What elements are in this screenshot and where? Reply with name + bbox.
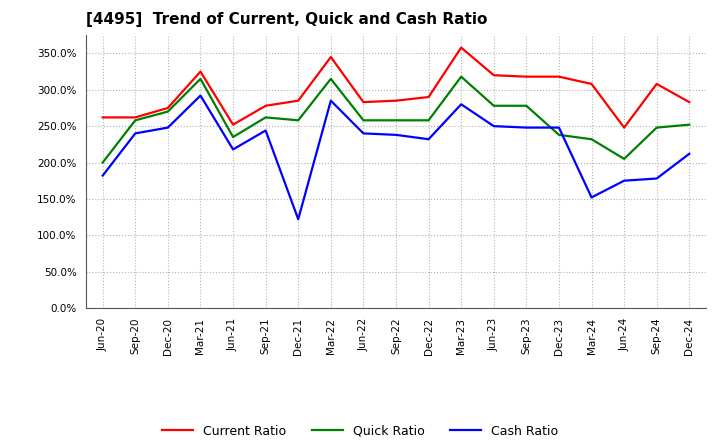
Cash Ratio <box>326 98 335 103</box>
Line: Cash Ratio: Cash Ratio <box>103 95 689 219</box>
Current Ratio <box>261 103 270 108</box>
Quick Ratio <box>359 117 368 123</box>
Current Ratio <box>196 69 204 74</box>
Cash Ratio <box>261 128 270 133</box>
Current Ratio <box>554 74 563 79</box>
Current Ratio <box>457 45 466 50</box>
Quick Ratio <box>229 134 238 139</box>
Current Ratio <box>163 105 172 110</box>
Cash Ratio <box>163 125 172 130</box>
Current Ratio <box>392 98 400 103</box>
Quick Ratio <box>554 132 563 138</box>
Quick Ratio <box>652 125 661 130</box>
Cash Ratio <box>424 136 433 142</box>
Quick Ratio <box>424 117 433 123</box>
Quick Ratio <box>588 136 596 142</box>
Quick Ratio <box>294 117 302 123</box>
Current Ratio <box>229 122 238 127</box>
Cash Ratio <box>554 125 563 130</box>
Cash Ratio <box>294 216 302 222</box>
Line: Quick Ratio: Quick Ratio <box>103 77 689 162</box>
Current Ratio <box>294 98 302 103</box>
Current Ratio <box>424 95 433 100</box>
Legend: Current Ratio, Quick Ratio, Cash Ratio: Current Ratio, Quick Ratio, Cash Ratio <box>157 420 563 440</box>
Current Ratio <box>359 99 368 105</box>
Cash Ratio <box>588 195 596 200</box>
Cash Ratio <box>652 176 661 181</box>
Current Ratio <box>685 99 693 105</box>
Quick Ratio <box>620 156 629 161</box>
Quick Ratio <box>261 115 270 120</box>
Cash Ratio <box>522 125 531 130</box>
Cash Ratio <box>359 131 368 136</box>
Quick Ratio <box>196 76 204 81</box>
Cash Ratio <box>685 151 693 156</box>
Current Ratio <box>620 125 629 130</box>
Quick Ratio <box>685 122 693 127</box>
Cash Ratio <box>392 132 400 138</box>
Quick Ratio <box>392 117 400 123</box>
Cash Ratio <box>99 173 107 178</box>
Quick Ratio <box>131 117 140 123</box>
Current Ratio <box>326 55 335 60</box>
Text: [4495]  Trend of Current, Quick and Cash Ratio: [4495] Trend of Current, Quick and Cash … <box>86 12 487 27</box>
Cash Ratio <box>196 93 204 98</box>
Current Ratio <box>652 81 661 87</box>
Current Ratio <box>490 73 498 78</box>
Quick Ratio <box>326 76 335 81</box>
Cash Ratio <box>229 147 238 152</box>
Quick Ratio <box>163 109 172 114</box>
Quick Ratio <box>522 103 531 108</box>
Current Ratio <box>99 115 107 120</box>
Line: Current Ratio: Current Ratio <box>103 48 689 128</box>
Current Ratio <box>588 81 596 87</box>
Quick Ratio <box>457 74 466 79</box>
Quick Ratio <box>99 160 107 165</box>
Cash Ratio <box>457 102 466 107</box>
Cash Ratio <box>131 131 140 136</box>
Current Ratio <box>131 115 140 120</box>
Current Ratio <box>522 74 531 79</box>
Quick Ratio <box>490 103 498 108</box>
Cash Ratio <box>620 178 629 183</box>
Cash Ratio <box>490 124 498 129</box>
